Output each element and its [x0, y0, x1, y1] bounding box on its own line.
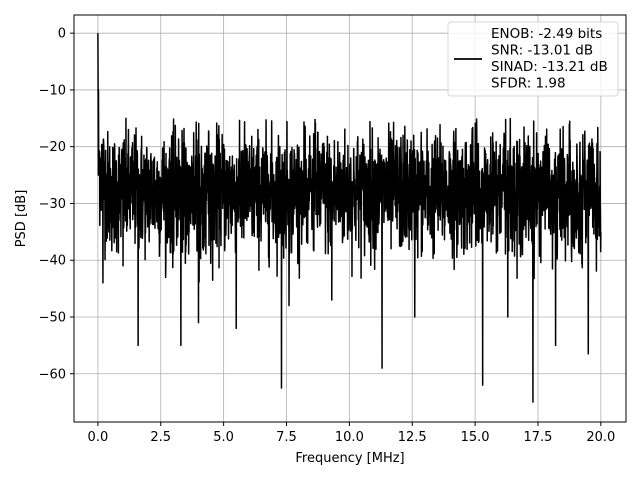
y-tick-label: −60	[39, 367, 66, 382]
legend-entry-line: ENOB: -2.49 bits	[491, 26, 602, 42]
x-tick-label: 10.0	[335, 430, 364, 445]
y-tick-label: −50	[39, 310, 66, 325]
x-tick-label: 20.0	[586, 430, 615, 445]
legend-box	[447, 21, 619, 97]
y-axis-label: PSD [dB]	[14, 190, 29, 248]
x-tick-label: 0.0	[88, 430, 109, 445]
axes-spine	[73, 14, 627, 423]
plot-area	[97, 33, 602, 403]
x-tick-label: 15.0	[461, 430, 490, 445]
y-tick-label: −10	[39, 83, 66, 98]
y-tick-label: 0	[58, 27, 66, 42]
x-tick-label: 2.5	[150, 430, 171, 445]
legend-entry-line: SINAD: -13.21 dB	[491, 59, 608, 75]
x-axis-ticks: 0.0 2.5 5.0 7.5 10.0 12.5 15.0 17.5 20.0	[88, 422, 615, 445]
x-tick-label: 17.5	[524, 430, 553, 445]
legend-entry-line: SNR: -13.01 dB	[491, 43, 593, 59]
x-tick-label: 7.5	[276, 430, 297, 445]
legend-entry-line: SFDR: 1.98	[491, 76, 566, 92]
x-tick-label: 5.0	[213, 430, 234, 445]
y-tick-label: −30	[39, 197, 66, 212]
x-axis-label: Frequency [MHz]	[295, 451, 404, 466]
y-tick-label: −40	[39, 254, 66, 269]
psd-series-line	[97, 33, 602, 403]
y-tick-label: −20	[39, 140, 66, 155]
x-tick-label: 12.5	[398, 430, 427, 445]
y-axis-ticks: 0 −10 −20 −30 −40 −50 −60	[39, 27, 74, 382]
axes-frame	[73, 14, 627, 423]
